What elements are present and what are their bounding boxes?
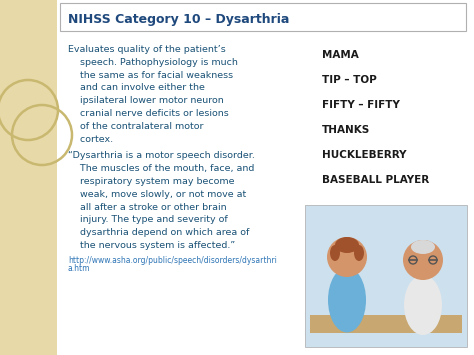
Text: cranial nerve deficits or lesions: cranial nerve deficits or lesions — [68, 109, 229, 118]
Ellipse shape — [328, 268, 366, 333]
Text: dysarthria depend on which area of: dysarthria depend on which area of — [68, 228, 249, 237]
Text: a.htm: a.htm — [68, 264, 91, 273]
Text: weak, move slowly, or not move at: weak, move slowly, or not move at — [68, 190, 246, 199]
Ellipse shape — [411, 240, 435, 254]
Text: HUCKLEBERRY: HUCKLEBERRY — [322, 150, 407, 160]
Ellipse shape — [330, 245, 340, 261]
Bar — [310, 315, 462, 333]
Text: The muscles of the mouth, face, and: The muscles of the mouth, face, and — [68, 164, 255, 173]
Text: NIHSS Category 10 – Dysarthria: NIHSS Category 10 – Dysarthria — [68, 12, 289, 26]
Text: the nervous system is affected.”: the nervous system is affected.” — [68, 241, 235, 250]
Text: http://www.asha.org/public/speech/disorders/dysarthri: http://www.asha.org/public/speech/disord… — [68, 256, 277, 265]
Ellipse shape — [404, 275, 442, 335]
Ellipse shape — [335, 237, 359, 253]
Text: of the contralateral motor: of the contralateral motor — [68, 122, 203, 131]
Ellipse shape — [354, 245, 364, 261]
Text: and can involve either the: and can involve either the — [68, 83, 205, 92]
Text: MAMA: MAMA — [322, 50, 359, 60]
Text: THANKS: THANKS — [322, 125, 370, 135]
Text: TIP – TOP: TIP – TOP — [322, 75, 377, 85]
Text: the same as for facial weakness: the same as for facial weakness — [68, 71, 233, 80]
Bar — [60, 3, 466, 31]
Circle shape — [403, 240, 443, 280]
Text: FIFTY – FIFTY: FIFTY – FIFTY — [322, 100, 400, 110]
Text: ipsilateral lower motor neuron: ipsilateral lower motor neuron — [68, 96, 224, 105]
Bar — [57, 0, 474, 355]
Text: cortex.: cortex. — [68, 135, 113, 144]
Text: injury. The type and severity of: injury. The type and severity of — [68, 215, 228, 224]
Text: “Dysarthria is a motor speech disorder.: “Dysarthria is a motor speech disorder. — [68, 151, 255, 160]
Circle shape — [327, 237, 367, 277]
Bar — [0, 0, 57, 355]
Text: respiratory system may become: respiratory system may become — [68, 177, 235, 186]
Text: speech. Pathophysiology is much: speech. Pathophysiology is much — [68, 58, 238, 67]
Bar — [305, 205, 467, 347]
Text: BASEBALL PLAYER: BASEBALL PLAYER — [322, 175, 429, 185]
Text: Evaluates quality of the patient’s: Evaluates quality of the patient’s — [68, 45, 226, 54]
Text: all after a stroke or other brain: all after a stroke or other brain — [68, 203, 227, 212]
